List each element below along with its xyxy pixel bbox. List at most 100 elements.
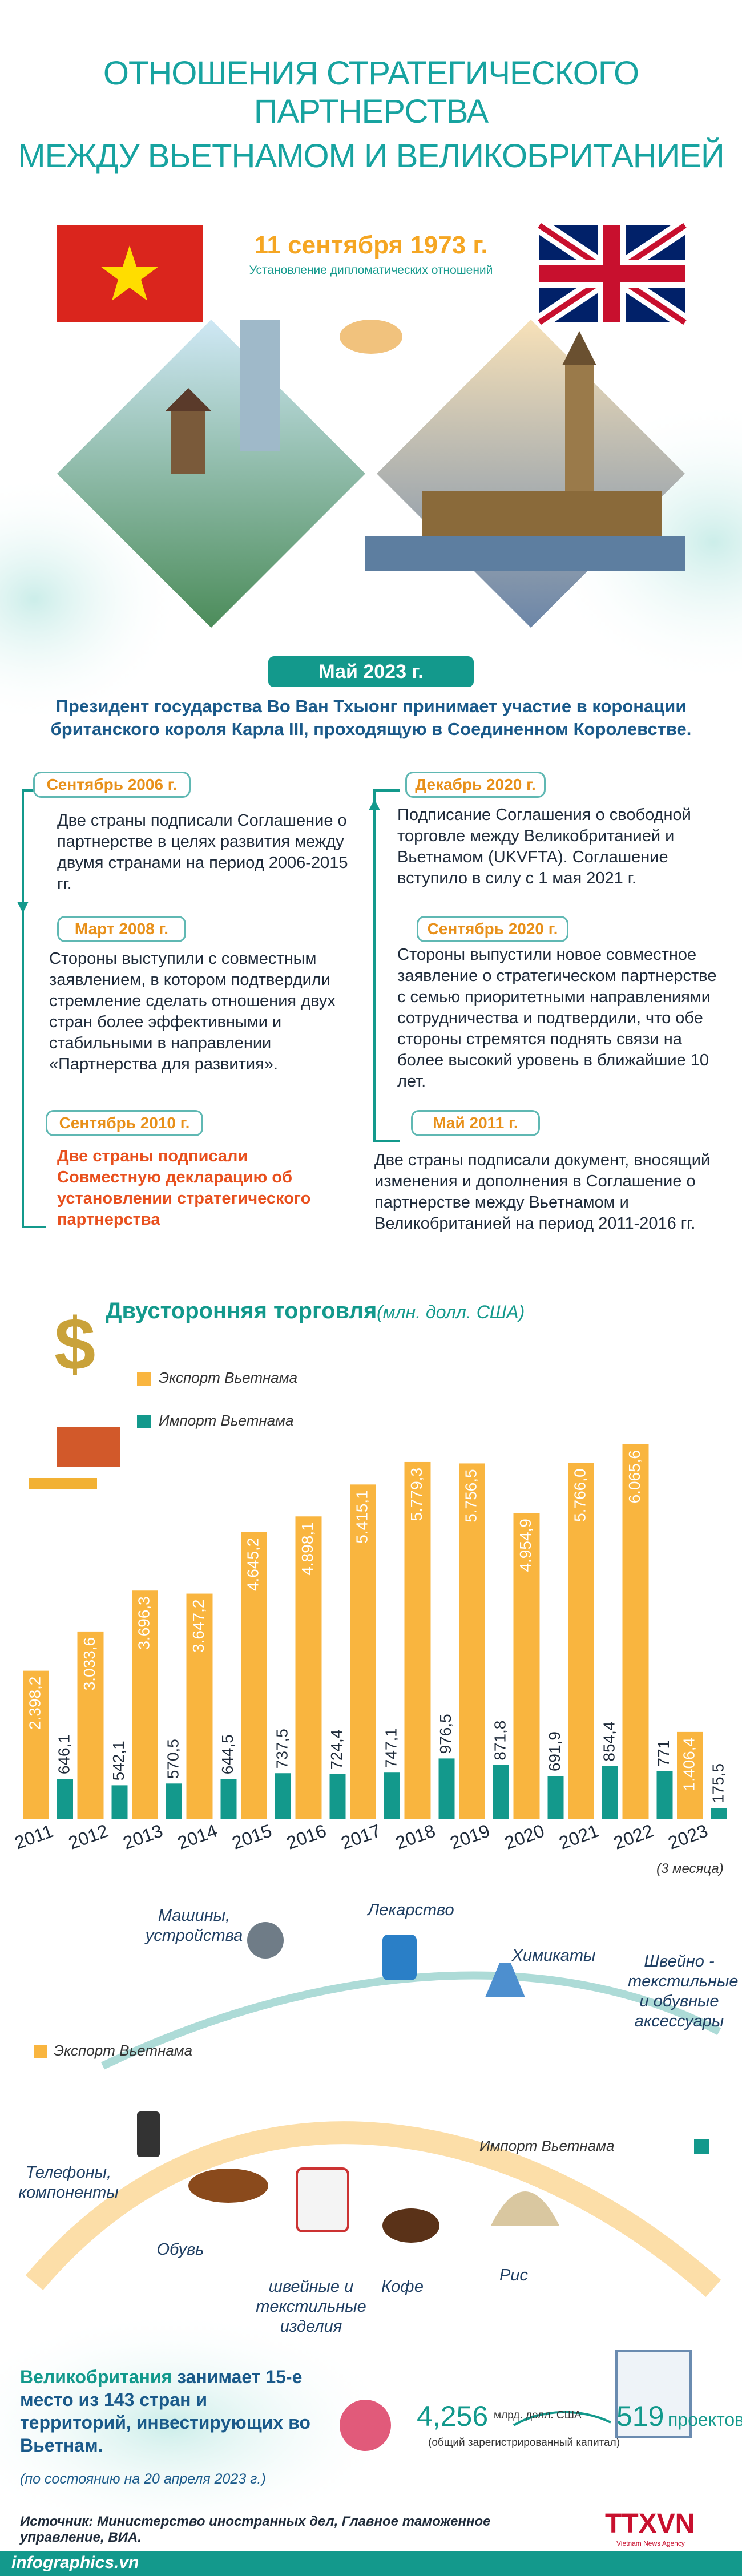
bar [111, 1785, 128, 1819]
intro-subtitle: Установление дипломатических отношений [249, 264, 493, 277]
shoe-icon [188, 2169, 268, 2203]
bar [677, 1731, 703, 1819]
big-ben-top [562, 331, 596, 365]
rank-text: занимает 15-е место из 143 стран и терри… [20, 2367, 310, 2456]
import-item: Химикаты [511, 1947, 596, 1965]
bar [459, 1463, 485, 1819]
value-label: 175,5 [709, 1763, 727, 1803]
bar [656, 1771, 673, 1819]
money-icon [340, 2400, 391, 2451]
bar [438, 1758, 455, 1819]
bar [513, 1513, 540, 1819]
import-item: Лекарство [368, 1901, 454, 1919]
value-label: 5.756,5 [462, 1469, 479, 1522]
legend-swatch [137, 1415, 151, 1428]
timeline-text: Две страны подписали Соглашение о партне… [57, 811, 348, 893]
projects-unit: проектов [668, 2409, 742, 2430]
legend-swatch [34, 2045, 47, 2058]
value-label: 2.398,2 [26, 1677, 43, 1730]
glow [0, 2311, 400, 2539]
chart-unit: (млн. долл. США) [377, 1302, 525, 1322]
x-tick-label: 2023 [666, 1820, 711, 1854]
bar [57, 1779, 73, 1819]
timeline-right-line [373, 789, 400, 1142]
timeline-text: Стороны выступили с совместным заявление… [49, 950, 336, 1073]
value-label: 747,1 [382, 1728, 400, 1768]
chart-title: Двусторонняя торговля [106, 1298, 377, 1323]
timeline-date: Март 2008 г. [57, 916, 186, 942]
import-item: Машины, устройства [145, 1907, 243, 1945]
x-tick-label: 2020 [502, 1820, 547, 1854]
bar [711, 1808, 727, 1819]
x-tick-label: 2022 [611, 1820, 656, 1854]
value-label: 570,5 [164, 1739, 182, 1779]
bar [166, 1783, 182, 1819]
arrow [513, 2411, 611, 2426]
title: ОТНОШЕНИЯ СТРАТЕГИЧЕСКОГО ПАРТНЕРСТВА [103, 55, 639, 130]
value-label: 724,4 [328, 1730, 345, 1770]
arrow [17, 902, 29, 913]
x-tick-label: 2021 [556, 1820, 602, 1854]
capital-note: (общий зарегистрированный капитал) [428, 2437, 620, 2449]
projects: 519 [616, 2400, 664, 2432]
river [365, 536, 685, 571]
value-label: 691,9 [546, 1731, 563, 1771]
timeline-date: Сентябрь 2020 г. [417, 916, 568, 942]
medicine-icon [382, 1935, 417, 1980]
parliament [422, 491, 662, 536]
legend-swatch [694, 2139, 709, 2155]
capital-unit: млрд. долл. США [494, 2409, 582, 2421]
value-label: 3.696,3 [135, 1596, 152, 1649]
value-label: 737,5 [273, 1729, 291, 1769]
timeline-text: Подписание Соглашения о свободной торгов… [397, 806, 691, 887]
bar [186, 1593, 213, 1819]
vietnam-scene [57, 320, 365, 628]
dollar-icon: $ [54, 1302, 95, 1386]
truck-icon [29, 1478, 97, 1489]
export-item: швейные и текстильные изделия [256, 2278, 366, 2336]
shirt-icon [296, 2167, 349, 2232]
value-label: 1.406,4 [680, 1738, 697, 1791]
bar [622, 1444, 649, 1819]
value-label: 854,4 [600, 1722, 618, 1762]
bar [295, 1516, 322, 1819]
bar [568, 1463, 594, 1819]
arrow [369, 799, 380, 810]
x-tick-label: 2013 [120, 1820, 166, 1854]
value-label: 646,1 [55, 1734, 72, 1774]
value-label: 976,5 [437, 1714, 454, 1754]
as-of: (по состоянию на 20 апреля 2023 г.) [20, 2471, 266, 2487]
tower [240, 320, 280, 451]
x-tick-label: 2014 [175, 1820, 220, 1854]
timeline-date: Декабрь 2020 г. [405, 772, 546, 798]
timeline-text: Стороны выпустили новое совместное заявл… [397, 946, 717, 1091]
timeline-date: Сентябрь 2010 г. [46, 1110, 203, 1136]
intro-date: 11 сентября 1973 г. [254, 231, 488, 259]
bar [547, 1776, 564, 1819]
trade-chart: Двусторонняя торговля (млн. долл. США) (… [12, 1298, 727, 1876]
x-tick-label: 2017 [338, 1820, 384, 1854]
bar [350, 1484, 376, 1819]
capital: 4,256 [417, 2400, 489, 2432]
container-icon [57, 1427, 120, 1467]
legend-label: Импорт Вьетнама [479, 2137, 615, 2154]
import-item: Швейно - текстильные и обувные аксессуар… [628, 1952, 739, 2030]
investment-text: Великобритания занимает 15-е место из 14… [20, 2365, 317, 2457]
x-tick-label: 2015 [229, 1820, 275, 1854]
legend-import: Импорт Вьетнама [479, 2137, 731, 2155]
legend-label: Экспорт Вьетнама [54, 2042, 193, 2059]
x-tick-label: 2011 [12, 1820, 56, 1853]
legend-swatch [137, 1372, 151, 1386]
legend-export: Экспорт Вьетнама [34, 2042, 192, 2060]
pagoda [171, 411, 205, 474]
bar [329, 1774, 346, 1819]
bar [384, 1772, 400, 1819]
export-item: Обувь [156, 2240, 204, 2259]
timeline-text: Две страны подписали Совместную декларац… [57, 1147, 311, 1229]
bar [132, 1590, 158, 1819]
site: infographics.vn [11, 2553, 139, 2572]
x-tick-label: 2019 [447, 1820, 493, 1854]
timeline-date: Май 2011 г. [411, 1110, 540, 1136]
export-band [25, 2121, 721, 2297]
